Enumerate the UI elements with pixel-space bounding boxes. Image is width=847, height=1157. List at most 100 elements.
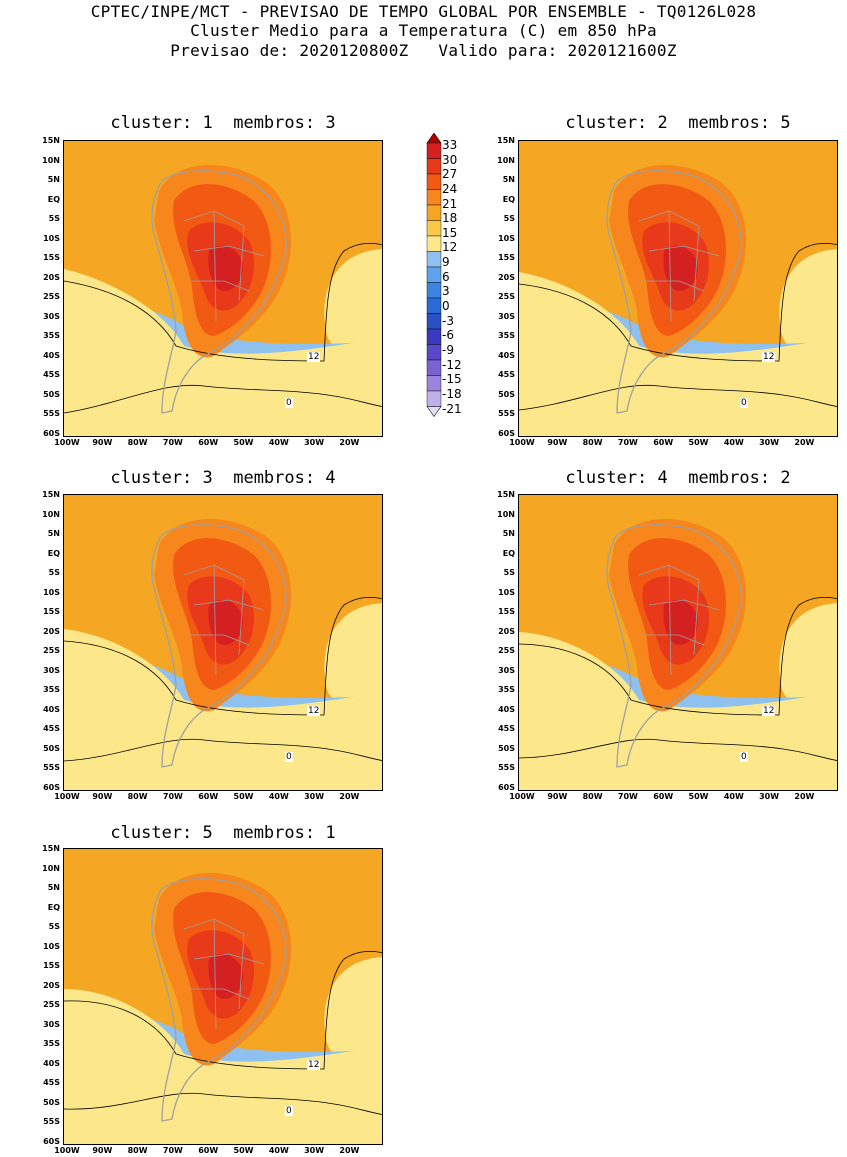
lat-label: 60S — [43, 429, 60, 438]
contour-label-0: 0 — [285, 1106, 293, 1116]
colorbar-cell — [426, 173, 442, 190]
colorbar-label: 24 — [442, 181, 458, 196]
lat-label: EQ — [47, 548, 60, 558]
lat-label: 50S — [498, 743, 515, 753]
lat-label: 5S — [503, 214, 515, 224]
colorbar-label: -6 — [442, 328, 454, 343]
lat-label: EQ — [47, 902, 60, 912]
lat-label: 30S — [43, 665, 60, 675]
contour-label-0: 0 — [285, 398, 293, 408]
lat-label: 35S — [43, 685, 60, 695]
lon-label: 40W — [268, 792, 289, 801]
lat-label: 55S — [43, 763, 60, 773]
colorbar-label: 9 — [442, 255, 450, 270]
lat-label: 15S — [498, 253, 515, 263]
colorbar-label: 30 — [442, 152, 458, 167]
lat-label: 60S — [498, 783, 515, 792]
lon-label: 20W — [339, 438, 360, 447]
lon-label: 90W — [547, 792, 568, 801]
lat-label: 35S — [43, 1039, 60, 1049]
lon-label: 80W — [582, 792, 603, 801]
lon-label: 50W — [688, 792, 709, 801]
lat-label: 15N — [42, 490, 60, 499]
contour-label-12: 12 — [307, 352, 321, 362]
lat-label: 5N — [47, 529, 60, 539]
lon-label: 50W — [688, 438, 709, 447]
lat-label: 60S — [498, 429, 515, 438]
colorbar-cell — [426, 158, 442, 175]
lat-label: 10S — [498, 233, 515, 243]
colorbar-label: -12 — [442, 357, 462, 372]
header-line-3: Previsao de: 2020120800Z Valido para: 20… — [170, 41, 677, 60]
contour-label-0: 0 — [285, 752, 293, 762]
lat-label: 40S — [498, 704, 515, 714]
lon-label: 70W — [162, 792, 183, 801]
colorbar-cell — [426, 313, 442, 330]
panel-2-title: cluster: 2 membros: 5 — [565, 113, 791, 133]
lat-label: 10S — [43, 233, 60, 243]
lon-label: 100W — [54, 792, 80, 801]
lat-label: 15N — [42, 136, 60, 145]
lat-label: 10S — [43, 587, 60, 597]
colorbar-cell — [426, 390, 442, 407]
lon-label: 100W — [54, 438, 80, 447]
lat-label: 5S — [503, 568, 515, 578]
colorbar-cell — [426, 189, 442, 206]
colorbar-cell — [426, 359, 442, 376]
lat-label: 15N — [497, 490, 515, 499]
lat-label: 50S — [43, 389, 60, 399]
lat-label: 15S — [43, 253, 60, 263]
lon-label: 80W — [127, 792, 148, 801]
panel-3-title: cluster: 3 membros: 4 — [110, 468, 336, 488]
colorbar-label: 15 — [442, 225, 458, 240]
lat-label: 5N — [47, 175, 60, 185]
lat-label: EQ — [47, 194, 60, 204]
lat-label: 5N — [502, 175, 515, 185]
map-panel-cluster-3 — [63, 494, 383, 791]
lat-label: 50S — [43, 1097, 60, 1107]
lon-label: 70W — [162, 1146, 183, 1155]
lat-label: 20S — [498, 272, 515, 282]
lon-label: 40W — [268, 438, 289, 447]
lon-label: 30W — [759, 792, 780, 801]
lat-label: 25S — [498, 646, 515, 656]
lat-label: 10N — [497, 509, 515, 519]
lon-label: 40W — [723, 438, 744, 447]
lat-label: 45S — [498, 370, 515, 380]
colorbar-bottom-arrow — [426, 406, 442, 418]
contour-label-12: 12 — [307, 706, 321, 716]
lat-label: EQ — [502, 194, 515, 204]
lat-label: 10N — [42, 155, 60, 165]
lat-label: 15N — [497, 136, 515, 145]
map-panel-cluster-1 — [63, 140, 383, 437]
panel-1-title: cluster: 1 membros: 3 — [110, 113, 336, 133]
colorbar-cell — [426, 266, 442, 283]
lon-label: 100W — [509, 438, 535, 447]
colorbar — [426, 133, 442, 418]
contour-label-0: 0 — [740, 752, 748, 762]
lon-label: 30W — [304, 1146, 325, 1155]
lat-label: EQ — [502, 548, 515, 558]
colorbar-cell — [426, 328, 442, 345]
panel-5-title: cluster: 5 membros: 1 — [110, 823, 336, 843]
lat-label: 35S — [498, 331, 515, 341]
lat-label: 55S — [498, 409, 515, 419]
colorbar-cell — [426, 142, 442, 159]
map-panel-cluster-5 — [63, 848, 383, 1145]
lat-label: 10S — [43, 941, 60, 951]
lat-label: 30S — [43, 1019, 60, 1029]
header-line-2: Cluster Medio para a Temperatura (C) em … — [190, 21, 657, 40]
lat-label: 55S — [43, 1117, 60, 1127]
lon-label: 90W — [92, 1146, 113, 1155]
lon-label: 80W — [127, 438, 148, 447]
lon-label: 50W — [233, 438, 254, 447]
lon-label: 60W — [653, 438, 674, 447]
lon-label: 80W — [127, 1146, 148, 1155]
lat-label: 35S — [43, 331, 60, 341]
contour-label-12: 12 — [762, 352, 776, 362]
lat-label: 5S — [48, 214, 60, 224]
colorbar-cell — [426, 282, 442, 299]
lat-label: 5S — [48, 922, 60, 932]
lon-label: 70W — [617, 792, 638, 801]
colorbar-label: -21 — [442, 401, 462, 416]
